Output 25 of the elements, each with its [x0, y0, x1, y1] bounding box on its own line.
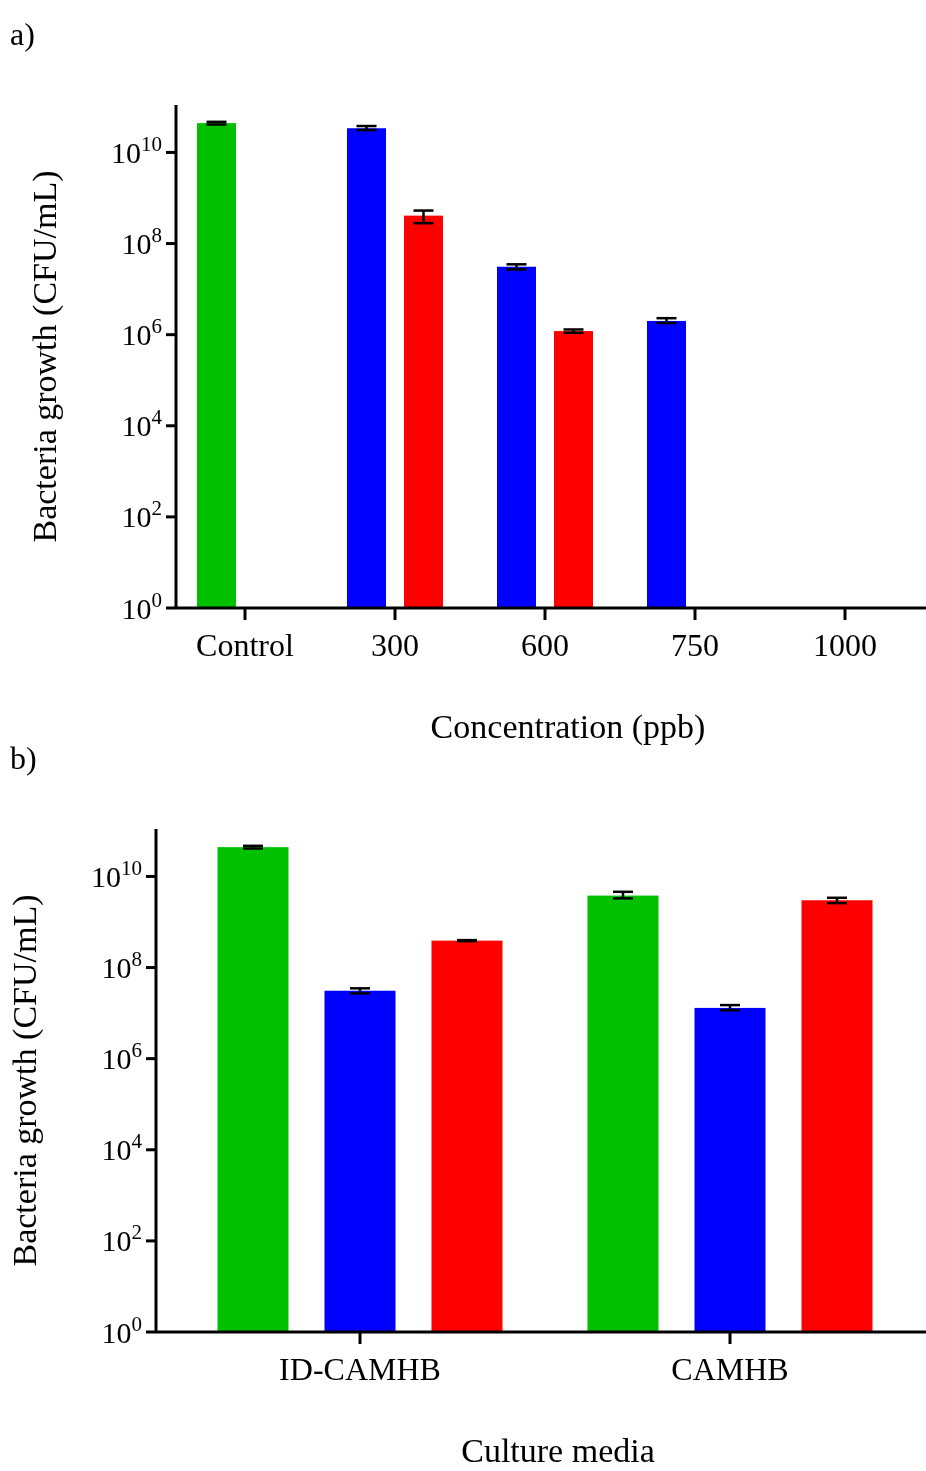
y-tick-label: 10$^{2}$	[101, 1220, 142, 1258]
x-tick-label: 300	[371, 627, 419, 663]
x-axis-title: Concentration (ppb)	[430, 708, 706, 746]
x-tick-label: 1000	[813, 627, 877, 663]
y-tick-label: 10$^{8}$	[121, 223, 162, 261]
y-tick-label: 10$^{8}$	[101, 947, 142, 985]
y-tick-label: 10$^{6}$	[121, 314, 162, 352]
x-tick-label: 750	[671, 627, 719, 663]
x-tick-label: Control	[196, 627, 294, 663]
y-tick-label: 10$^{4}$	[121, 405, 163, 443]
y-tick-label: 10$^{10}$	[111, 131, 162, 169]
x-axis-title: Culture media	[461, 1432, 655, 1469]
y-tick-label: 10$^{6}$	[101, 1038, 142, 1076]
y-tick-label: 10$^{0}$	[101, 1311, 142, 1349]
chart-title: a)	[10, 16, 35, 52]
y-axis-title: Bacteria growth (CFU/mL)	[6, 894, 44, 1267]
x-tick-label: CAMHB	[671, 1351, 789, 1387]
y-axis-title: Bacteria growth (CFU/mL)	[26, 170, 64, 543]
y-tick-label: 10$^{0}$	[121, 587, 162, 625]
y-tick-label: 10$^{10}$	[91, 855, 142, 893]
y-tick-label: 10$^{4}$	[101, 1129, 143, 1167]
y-tick-label: 10$^{2}$	[121, 496, 162, 534]
x-tick-label: 600	[521, 627, 569, 663]
chart-title: b)	[10, 740, 37, 776]
x-tick-label: ID-CAMHB	[279, 1351, 441, 1387]
